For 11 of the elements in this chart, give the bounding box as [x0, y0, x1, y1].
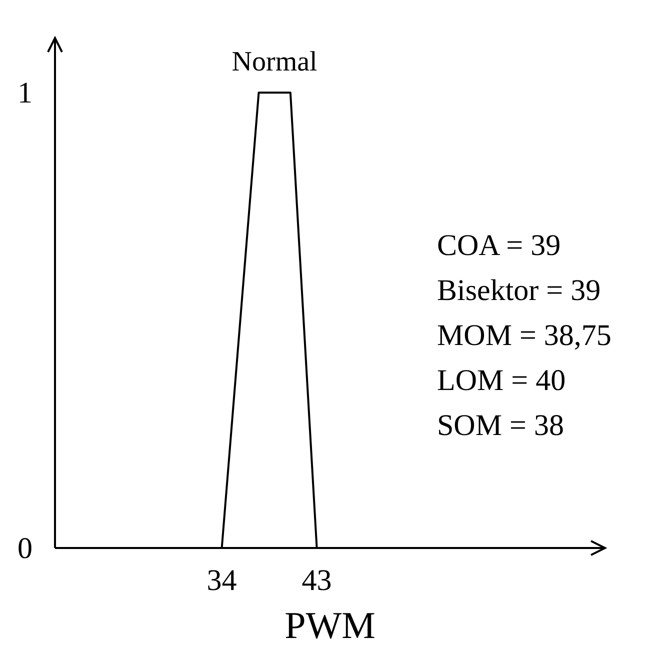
x-axis-title: PWM	[284, 605, 376, 647]
annotation: Bisektor = 39	[437, 274, 601, 307]
x-tick-label: 43	[302, 564, 332, 597]
x-tick-label: 34	[206, 564, 237, 597]
series-label: Normal	[232, 46, 318, 78]
annotation: SOM = 38	[437, 409, 564, 442]
annotation: MOM = 38,75	[437, 319, 612, 352]
y-tick-label: 1	[18, 76, 32, 110]
y-tick-label: 0	[18, 532, 32, 565]
annotation: COA = 39	[437, 229, 561, 262]
annotation: LOM = 40	[437, 364, 566, 397]
